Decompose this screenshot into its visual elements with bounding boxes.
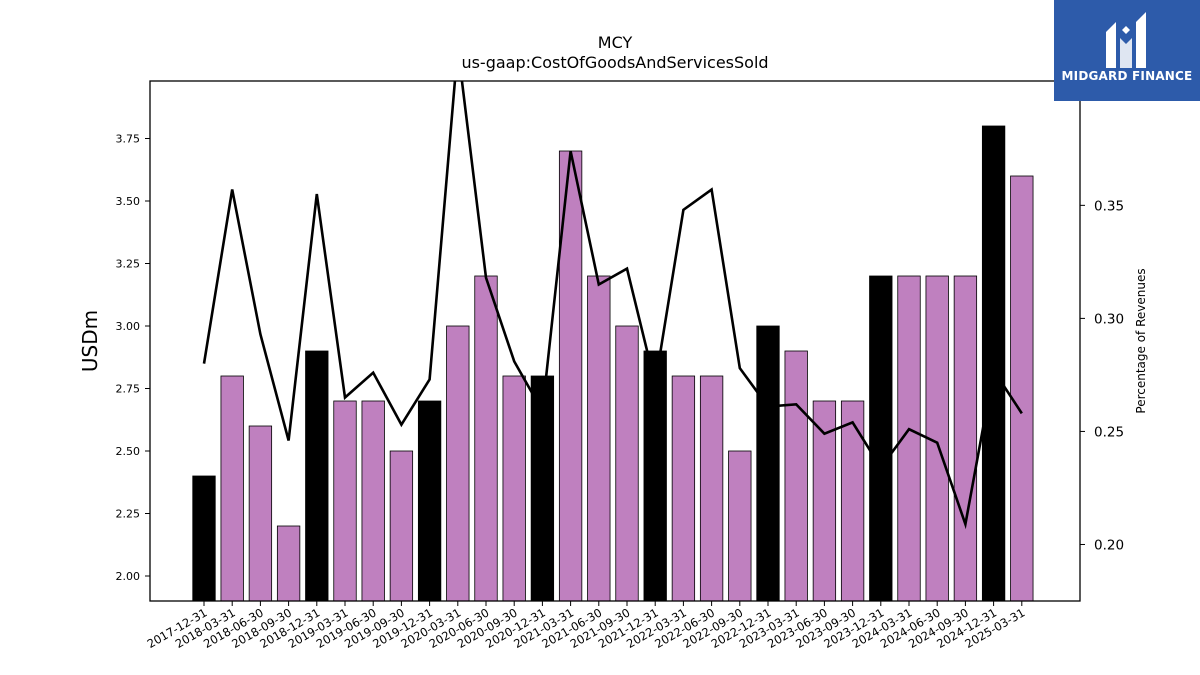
bar-2023-03-31 xyxy=(784,350,808,601)
brand-name: MIDGARD FINANCE xyxy=(1061,69,1193,83)
x-axis-ticks: 2017-12-312018-03-312018-06-302018-09-30… xyxy=(145,601,1027,651)
y-tick-label: 2.00 xyxy=(116,570,141,583)
bar-2021-06-30 xyxy=(587,275,611,601)
chart-subtitle: us-gaap:CostOfGoodsAndServicesSold xyxy=(461,53,768,72)
bar-2022-03-31 xyxy=(671,375,696,601)
bar-2022-06-30 xyxy=(699,375,724,601)
y-tick-label: 2.25 xyxy=(116,508,141,521)
bar-2020-03-31 xyxy=(446,325,470,601)
bar-2022-12-31 xyxy=(756,325,780,601)
bar-2020-12-31 xyxy=(530,375,555,601)
y-tick-label: 3.50 xyxy=(116,195,141,208)
percentage-line xyxy=(202,81,1023,530)
bar-2023-12-31 xyxy=(869,275,893,601)
bar-2020-06-30 xyxy=(474,275,498,601)
midgard-logo-icon xyxy=(1106,12,1146,68)
percentage-line-series xyxy=(202,81,1023,530)
bar-2018-12-31 xyxy=(305,350,329,601)
y-tick-label: 2.50 xyxy=(116,445,141,458)
bar-2017-12-31 xyxy=(192,475,216,601)
y-tick-label: 2.75 xyxy=(116,383,141,396)
y-tick-label: 3.25 xyxy=(116,258,141,271)
bar-2023-06-30 xyxy=(812,400,837,601)
bar-2020-09-30 xyxy=(502,375,526,601)
bar-2024-03-31 xyxy=(897,275,921,601)
bar-2019-03-31 xyxy=(333,400,357,601)
y-tick-label: 3.00 xyxy=(116,320,141,333)
y-axis-label-right: Percentage of Revenues xyxy=(1134,268,1148,413)
bar-2019-09-30 xyxy=(389,450,414,601)
brand-logo: MIDGARD FINANCE xyxy=(1054,0,1200,101)
bar-2021-09-30 xyxy=(615,325,639,601)
y-axis-label-left: USDm xyxy=(78,310,102,372)
bar-2021-12-31 xyxy=(643,350,667,601)
bar-2024-09-30 xyxy=(953,275,978,601)
bar-2019-06-30 xyxy=(361,400,385,601)
bar-2018-06-30 xyxy=(248,425,273,601)
bar-2025-03-31 xyxy=(1010,175,1034,601)
bar-2023-09-30 xyxy=(840,400,865,601)
left-y-axis-ticks: 2.00 2.25 2.50 2.75 3.00 3.25 3.50 3.75 xyxy=(116,133,150,583)
right-y-tick-label: 0.35 xyxy=(1094,198,1124,214)
bar-2022-09-30 xyxy=(728,450,752,601)
plot-frame xyxy=(149,80,1081,602)
right-y-tick-label: 0.20 xyxy=(1094,537,1124,553)
right-y-tick-label: 0.30 xyxy=(1094,311,1124,327)
bar-2018-09-30 xyxy=(276,525,301,601)
bar-series xyxy=(192,125,1034,601)
right-y-tick-label: 0.25 xyxy=(1094,424,1124,440)
y-tick-label: 3.75 xyxy=(116,133,141,146)
bar-2018-03-31 xyxy=(220,375,244,601)
bar-2024-12-31 xyxy=(981,125,1006,601)
right-y-axis-ticks: 0.20 0.25 0.30 0.35 xyxy=(1080,198,1124,553)
chart-title: MCY xyxy=(598,33,633,52)
bar-2019-12-31 xyxy=(417,400,442,601)
